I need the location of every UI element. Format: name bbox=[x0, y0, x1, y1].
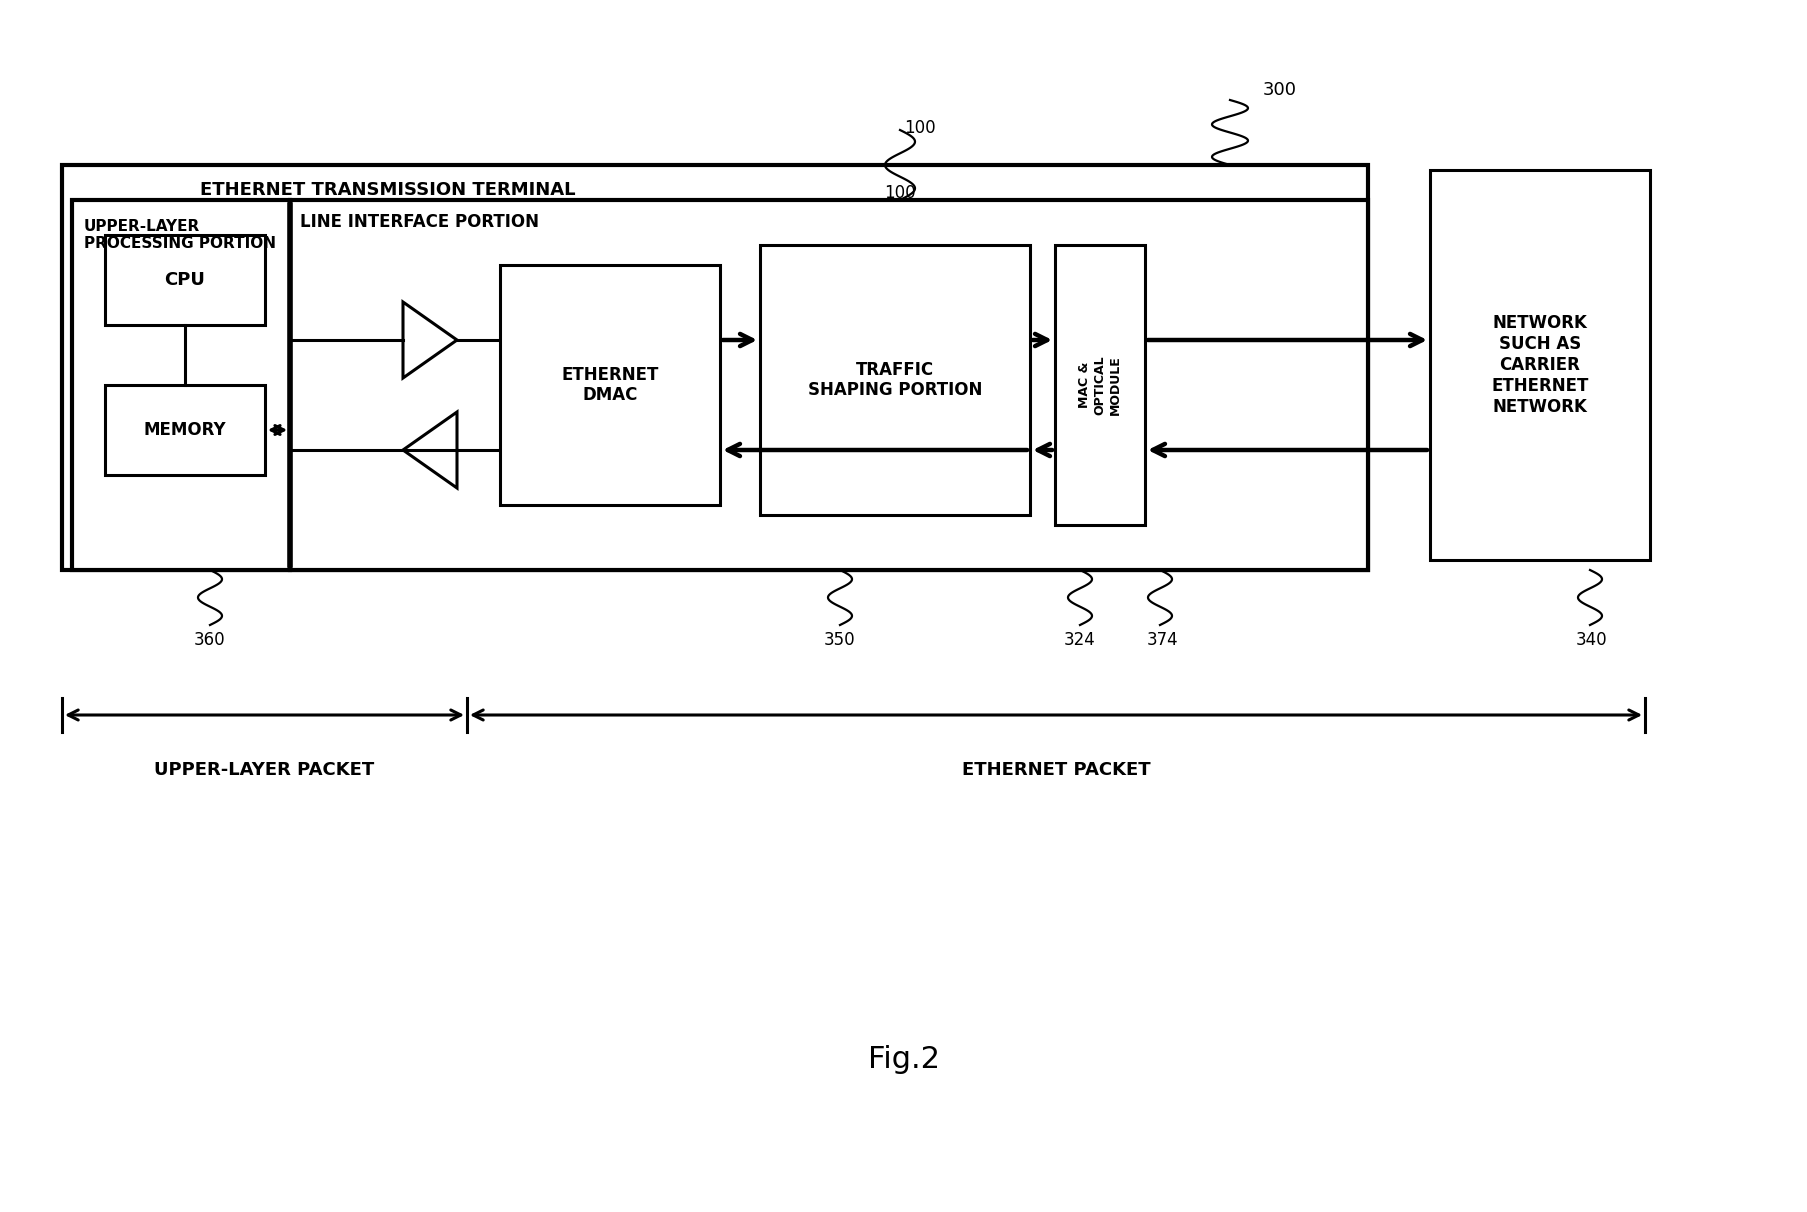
Bar bbox=[501, 265, 719, 505]
Text: 350: 350 bbox=[824, 631, 855, 648]
Text: ETHERNET TRANSMISSION TERMINAL: ETHERNET TRANSMISSION TERMINAL bbox=[201, 181, 575, 199]
Text: Fig.2: Fig.2 bbox=[867, 1046, 940, 1075]
Bar bbox=[1055, 245, 1144, 525]
Bar bbox=[759, 245, 1030, 515]
Text: ETHERNET PACKET: ETHERNET PACKET bbox=[961, 761, 1149, 779]
Text: 374: 374 bbox=[1147, 631, 1178, 648]
Text: 324: 324 bbox=[1064, 631, 1095, 648]
Text: MEMORY: MEMORY bbox=[143, 421, 226, 439]
Bar bbox=[105, 235, 266, 325]
Bar bbox=[61, 165, 1368, 570]
Text: 340: 340 bbox=[1576, 631, 1606, 648]
Text: TRAFFIC
SHAPING PORTION: TRAFFIC SHAPING PORTION bbox=[808, 361, 981, 400]
Bar bbox=[1429, 170, 1650, 560]
Bar bbox=[105, 385, 266, 475]
Text: UPPER-LAYER
PROCESSING PORTION: UPPER-LAYER PROCESSING PORTION bbox=[83, 219, 276, 251]
Text: 100: 100 bbox=[884, 184, 916, 202]
Bar bbox=[289, 200, 1368, 570]
Text: MAC &
OPTICAL
MODULE: MAC & OPTICAL MODULE bbox=[1079, 355, 1120, 415]
Bar bbox=[72, 200, 289, 570]
Text: LINE INTERFACE PORTION: LINE INTERFACE PORTION bbox=[300, 213, 538, 231]
Text: 300: 300 bbox=[1263, 81, 1296, 99]
Text: ETHERNET
DMAC: ETHERNET DMAC bbox=[560, 366, 658, 405]
Text: CPU: CPU bbox=[164, 271, 206, 288]
Text: 360: 360 bbox=[193, 631, 226, 648]
Text: NETWORK
SUCH AS
CARRIER
ETHERNET
NETWORK: NETWORK SUCH AS CARRIER ETHERNET NETWORK bbox=[1491, 314, 1588, 416]
Text: UPPER-LAYER PACKET: UPPER-LAYER PACKET bbox=[154, 761, 374, 779]
Text: 100: 100 bbox=[904, 119, 936, 137]
